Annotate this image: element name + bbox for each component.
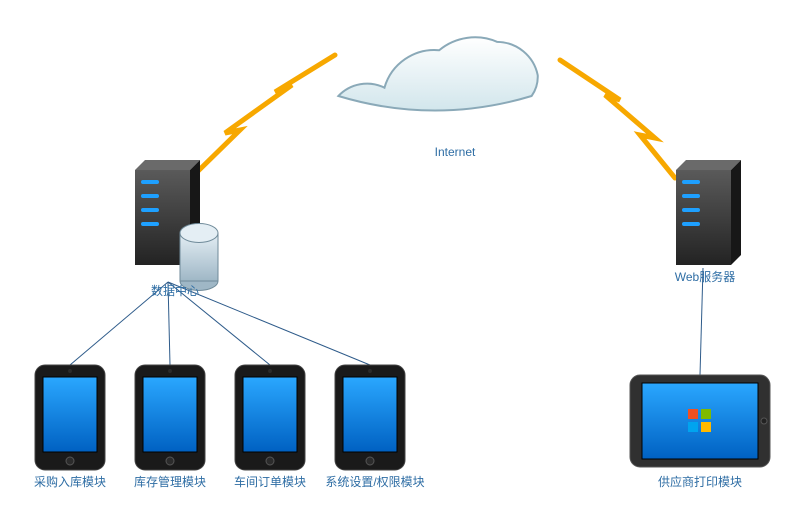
internet-label: Internet — [415, 145, 495, 159]
diagram-svg — [0, 0, 796, 505]
lightning-icon — [560, 60, 675, 178]
webserver-label: Web服务器 — [660, 268, 750, 285]
tablet3-label: 车间订单模块 — [225, 473, 315, 490]
lightning-icon — [193, 55, 335, 176]
wintablet-label: 供应商打印模块 — [655, 473, 745, 490]
database-icon — [180, 224, 218, 291]
tablet-icon — [335, 365, 405, 470]
windows-tablet-icon — [630, 375, 770, 467]
tablet-icon — [135, 365, 205, 470]
tablet-icon — [35, 365, 105, 470]
tablet2-label: 库存管理模块 — [125, 473, 215, 490]
tablet4-label: 系统设置/权限模块 — [315, 473, 435, 490]
tablet1-label: 采购入库模块 — [25, 473, 115, 490]
server-icon — [676, 160, 741, 265]
cloud-icon — [338, 37, 537, 110]
datacenter-label: 数据中心 — [135, 282, 215, 299]
tablet-icon — [235, 365, 305, 470]
